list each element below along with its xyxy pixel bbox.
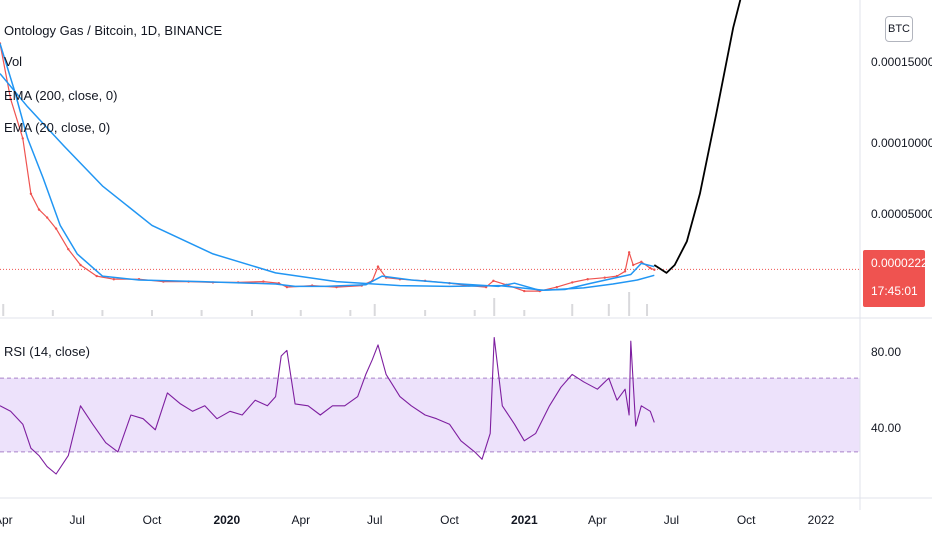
price-point — [649, 266, 652, 270]
volume-bar — [250, 310, 253, 316]
volume-bar — [373, 304, 376, 316]
series-layer — [0, 0, 860, 293]
time-axis-tick: 2021 — [510, 513, 538, 527]
volume-layer — [2, 292, 649, 316]
currency-button[interactable]: BTC — [885, 16, 913, 42]
volume-bar — [473, 310, 476, 316]
rsi-axis-tick: 80.00 — [871, 345, 902, 359]
price-point — [285, 285, 289, 289]
rsi-line — [0, 336, 655, 475]
price-axis-tick: 0.00010000 — [871, 136, 932, 150]
price-point — [54, 227, 58, 230]
price-point — [21, 137, 24, 140]
rsi-band — [0, 378, 860, 452]
time-axis-tick: Oct — [440, 513, 459, 527]
time-axis-tick: Jul — [663, 513, 680, 527]
price-point — [623, 270, 627, 273]
price-point — [627, 251, 631, 254]
legend-ema200: EMA (200, close, 0) — [4, 88, 118, 103]
price-point — [603, 276, 606, 279]
ema20-line — [0, 43, 655, 292]
bar-countdown: 17:45:01 — [871, 284, 918, 298]
price-point — [632, 263, 635, 267]
price-point — [9, 97, 12, 101]
price-point — [653, 268, 656, 271]
price-point — [555, 285, 559, 289]
price-point — [37, 208, 41, 211]
rsi-band-layer — [0, 377, 860, 453]
price-point — [112, 278, 115, 281]
price-series-line — [0, 43, 655, 292]
time-axis-tick: Oct — [142, 513, 162, 527]
volume-bar — [349, 310, 352, 316]
volume-bar — [646, 304, 649, 316]
price-point — [95, 274, 98, 278]
price-point — [262, 280, 265, 283]
rsi-axis-tick: 40.00 — [871, 421, 902, 435]
rsi-title: RSI (14, close) — [4, 344, 90, 359]
price-point — [67, 247, 70, 251]
price-axis-tick: 0.00015000 — [871, 55, 932, 69]
time-axis-tick: Oct — [736, 513, 756, 527]
time-axis-tick: Jul — [69, 513, 85, 527]
volume-bar — [523, 310, 526, 316]
price-point — [571, 281, 574, 284]
volume-bar — [2, 304, 5, 316]
time-axis-tick: Apr — [588, 513, 607, 527]
volume-bar — [299, 310, 302, 316]
volume-bar — [424, 310, 427, 316]
price-point — [45, 216, 49, 219]
symbol-title: Ontology Gas / Bitcoin, 1D, BINANCE — [4, 23, 223, 38]
volume-bar — [151, 310, 154, 316]
rsi-layer — [0, 336, 655, 475]
legend-vol: Vol — [4, 54, 23, 69]
time-axis-tick: Apr — [291, 513, 311, 527]
price-point — [640, 260, 643, 264]
legend-ema20: EMA (20, close, 0) — [4, 120, 111, 135]
price-axis-tick: 0.00005000 — [871, 207, 932, 221]
volume-bar — [607, 304, 610, 316]
time-axis-tick: Jul — [367, 513, 383, 527]
divider-layer — [0, 0, 932, 510]
volume-bar — [571, 304, 574, 316]
volume-bar — [493, 298, 496, 316]
price-point — [523, 289, 526, 293]
time-axis-tick: Apr — [0, 513, 13, 527]
last-price-label: 0.00002227 17:45:01 — [863, 250, 932, 307]
volume-bar — [628, 292, 631, 316]
projection-curve — [653, 0, 742, 274]
volume-bar — [101, 310, 104, 316]
price-point — [376, 265, 380, 268]
ema20-line — [0, 73, 655, 292]
last-price-value: 0.00002227 — [871, 256, 932, 270]
time-axis-tick: 2022 — [807, 513, 835, 527]
price-point — [79, 263, 82, 267]
volume-bar — [200, 310, 203, 316]
price-point — [586, 278, 589, 281]
price-point — [492, 279, 495, 283]
time-axis-tick: 2020 — [213, 513, 241, 527]
volume-bar — [51, 310, 54, 316]
price-point — [29, 192, 33, 196]
